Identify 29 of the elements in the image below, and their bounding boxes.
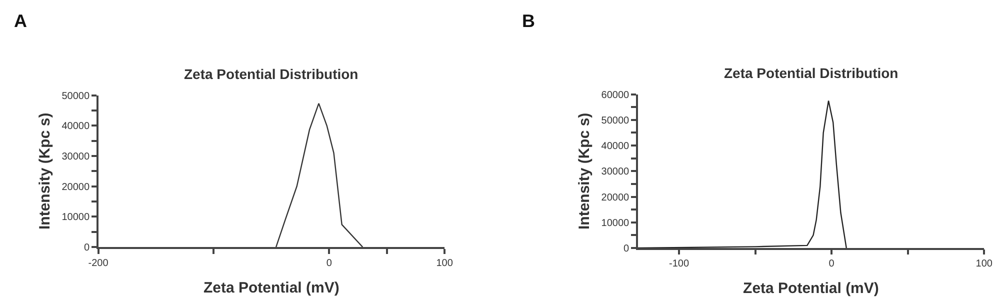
y-tick-label: 0 xyxy=(84,242,90,254)
x-tick-label: -100 xyxy=(669,258,690,270)
x-tick-label: 100 xyxy=(976,258,993,270)
chart-title: Zeta Potential Distribution xyxy=(184,66,358,82)
y-tick-label: 40000 xyxy=(601,141,630,152)
y-tick-label: 50000 xyxy=(62,90,90,102)
y-tick-label: 50000 xyxy=(601,115,630,126)
y-tick-label: 0 xyxy=(624,243,630,254)
text: A xyxy=(14,11,27,31)
x-tick-label: 0 xyxy=(828,258,835,270)
x-axis-title: Zeta Potential (mV) xyxy=(204,279,340,296)
y-tick-label: 10000 xyxy=(62,212,90,224)
x-axis-title: Zeta Potential (mV) xyxy=(743,280,879,298)
y-tick-label: 20000 xyxy=(62,182,90,193)
y-axis-title: Intensity (Kpc s) xyxy=(576,112,594,230)
x-tick-label: 0 xyxy=(326,258,332,269)
y-axis-title: Intensity (Kpc s) xyxy=(36,112,54,230)
y-tick-label: 40000 xyxy=(62,121,90,132)
y-tick-label: 30000 xyxy=(62,151,90,162)
y-tick-label: 60000 xyxy=(601,90,630,101)
y-tick-label: 30000 xyxy=(601,166,630,178)
y-tick-label: 10000 xyxy=(601,218,630,229)
x-tick-label: 100 xyxy=(436,258,454,269)
y-tick-label: 20000 xyxy=(601,192,630,204)
chart-title: Zeta Potential Distribution xyxy=(724,65,898,81)
x-tick-label: -200 xyxy=(88,258,109,269)
line-series xyxy=(275,102,364,248)
text: B xyxy=(522,11,535,31)
line-series xyxy=(638,100,847,248)
